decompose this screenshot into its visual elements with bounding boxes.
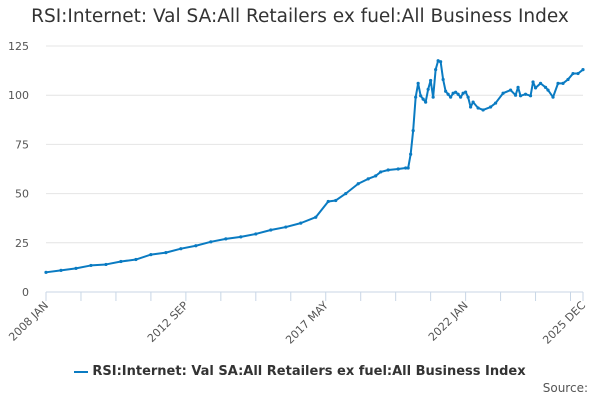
data-point [424,100,428,104]
data-point [416,81,420,85]
data-point [89,263,93,268]
data-point [119,259,123,264]
y-tick-label: 75 [15,138,29,151]
data-point [344,192,348,196]
data-point [546,88,550,92]
y-tick-label: 50 [15,188,29,201]
data-point [533,86,538,90]
data-point [326,199,330,204]
data-point [104,262,108,267]
y-tick-label: 125 [8,40,29,53]
data-point [513,93,518,97]
data-point [461,91,465,95]
y-tick-label: 25 [15,237,29,250]
data-point [434,68,438,72]
data-point [59,268,63,272]
data-point [164,251,168,255]
data-point [488,105,493,109]
y-tick-label: 0 [22,286,29,299]
source-label: Source: [542,381,588,395]
data-point [471,100,475,104]
data-point [464,90,468,94]
data-point [551,95,555,99]
data-point [449,95,453,99]
data-point [444,89,448,93]
data-point [481,108,485,112]
data-point [179,247,183,251]
legend-swatch [74,370,89,373]
legend[interactable]: RSI:Internet: Val SA:All Retailers ex fu… [0,364,600,379]
x-tick-label: 2025 DEC [540,299,588,347]
data-point [396,167,400,171]
data-point [501,91,505,95]
chart-title: RSI:Internet: Val SA:All Retailers ex fu… [31,6,569,27]
data-point [576,71,580,76]
data-point [429,78,433,83]
data-point [436,59,440,63]
data-point [556,81,560,85]
data-point [426,87,430,91]
data-point [299,221,303,225]
x-tick-label: 2017 MAY [283,299,331,347]
data-point [561,81,565,85]
data-point [566,77,570,82]
data-point [459,95,463,99]
data-point [386,168,390,172]
data-point [476,106,480,110]
data-point [421,97,425,101]
data-point [239,235,243,239]
data-point [374,174,378,178]
data-point [366,177,370,181]
data-point [284,225,288,229]
data-point [538,81,543,85]
data-point [269,228,273,232]
data-point [508,88,513,92]
data-point [466,95,470,99]
data-point [531,80,535,84]
data-point [411,129,415,133]
legend-label: RSI:Internet: Val SA:All Retailers ex fu… [92,364,526,379]
data-point [406,166,410,170]
data-point [404,166,408,170]
data-point [518,94,523,98]
data-point [451,91,455,95]
data-point [456,92,460,96]
data-point [439,60,443,64]
data-point [356,182,360,186]
data-point [134,257,138,262]
data-point [493,101,498,105]
data-point [224,237,228,241]
data-point [469,105,473,109]
data-point [44,270,48,274]
data-point [314,215,318,219]
data-point [431,95,435,99]
data-point [414,95,418,99]
data-point [543,85,548,89]
data-point [74,266,78,270]
data-point [523,92,528,96]
data-point [419,94,423,98]
data-point [571,71,575,76]
data-point [379,170,383,174]
data-point [454,90,458,94]
x-tick-label: 2012 SEP [145,299,191,345]
data-point [528,94,533,98]
data-point [409,152,413,156]
y-tick-label: 100 [8,89,29,102]
x-tick-label: 2008 JAN [6,299,51,344]
data-point [334,198,338,203]
data-point [209,240,213,244]
data-point [194,244,198,248]
x-tick-label: 2022 JAN [426,299,471,344]
data-point [516,85,520,89]
data-point [149,253,153,257]
data-point [581,68,585,72]
data-point [254,232,258,236]
data-point [446,92,450,96]
data-point [441,77,445,82]
